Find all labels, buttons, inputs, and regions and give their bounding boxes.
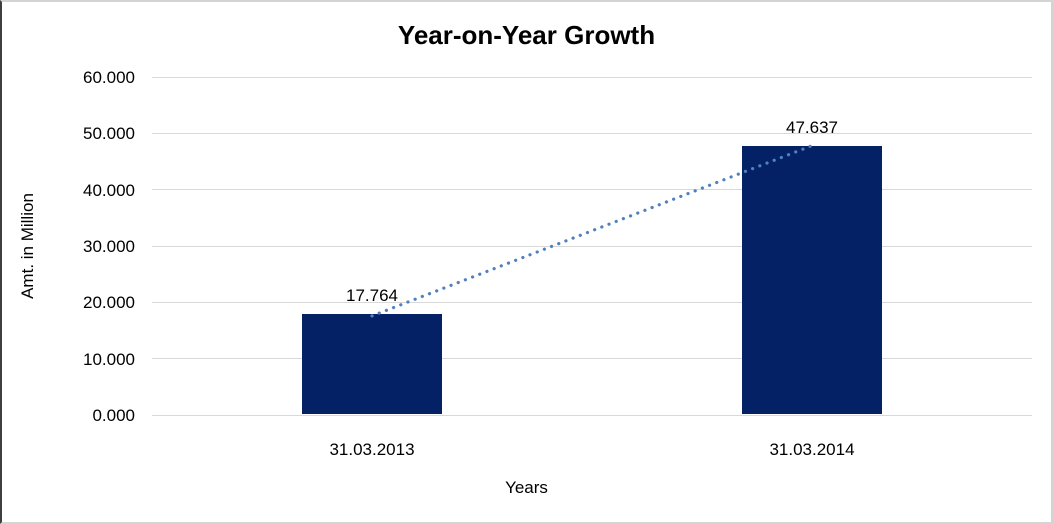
gridline <box>152 189 1032 191</box>
y-tick-label: 20.000 <box>83 293 135 313</box>
trendline <box>370 144 814 318</box>
y-axis-title: Amt. in Million <box>18 193 37 299</box>
y-tick-label: 30.000 <box>83 237 135 256</box>
gridline <box>152 132 1032 134</box>
gridline <box>152 301 1032 303</box>
x-tick-label: 31.03.2013 <box>329 440 415 459</box>
bar-value-label: 47.637 <box>786 117 838 137</box>
bar-value-label: 17.764 <box>346 285 398 305</box>
y-tick-label: 40.000 <box>83 180 135 200</box>
bar-31.03.2013 <box>302 314 442 414</box>
y-tick-label: 0.000 <box>92 406 135 425</box>
x-axis-title: Years <box>505 478 548 497</box>
y-tick-label: 10.000 <box>83 349 135 369</box>
chart-title: Year-on-Year Growth <box>397 20 656 50</box>
plot-area <box>152 76 1032 416</box>
gridline <box>152 76 1032 78</box>
x-tick-label: 31.03.2014 <box>769 440 855 459</box>
gridline <box>152 358 1032 360</box>
gridline <box>152 245 1032 247</box>
gridline <box>152 414 1032 416</box>
bar-31.03.2014 <box>742 146 882 414</box>
y-tick-label: 60.000 <box>83 68 135 87</box>
y-tick-label: 50.000 <box>83 124 135 144</box>
